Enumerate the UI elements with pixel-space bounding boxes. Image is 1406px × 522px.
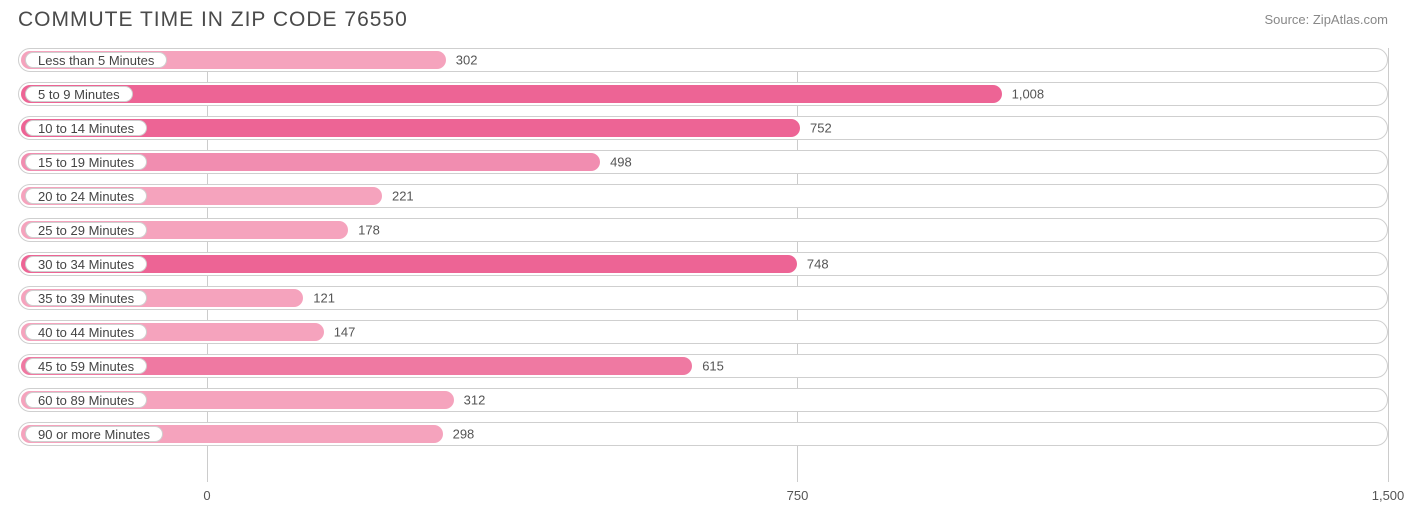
category-label-pill: Less than 5 Minutes [25, 52, 167, 68]
bar-row: Less than 5 Minutes 302 [18, 48, 1388, 72]
category-label-pill: 35 to 39 Minutes [25, 290, 147, 306]
bar-value-label: 615 [702, 359, 724, 374]
bar-row: 35 to 39 Minutes 121 [18, 286, 1388, 310]
bar-row: 20 to 24 Minutes 221 [18, 184, 1388, 208]
category-label-pill: 40 to 44 Minutes [25, 324, 147, 340]
bar-track: Less than 5 Minutes 302 [18, 48, 1388, 72]
bar-track: 20 to 24 Minutes 221 [18, 184, 1388, 208]
x-axis-tick-label: 1,500 [1372, 488, 1405, 503]
bar-row: 45 to 59 Minutes 615 [18, 354, 1388, 378]
bar-row: 40 to 44 Minutes 147 [18, 320, 1388, 344]
bar-track: 90 or more Minutes 298 [18, 422, 1388, 446]
bar-track: 45 to 59 Minutes 615 [18, 354, 1388, 378]
category-label-pill: 15 to 19 Minutes [25, 154, 147, 170]
bar-row: 90 or more Minutes 298 [18, 422, 1388, 446]
category-label-pill: 5 to 9 Minutes [25, 86, 133, 102]
category-label-pill: 90 or more Minutes [25, 426, 163, 442]
bar-value-label: 221 [392, 189, 414, 204]
bar-value-label: 312 [464, 393, 486, 408]
bar-value-label: 147 [334, 325, 356, 340]
bar-track: 30 to 34 Minutes 748 [18, 252, 1388, 276]
bar-row: 5 to 9 Minutes 1,008 [18, 82, 1388, 106]
chart-source: Source: ZipAtlas.com [1264, 12, 1388, 27]
bar-value-label: 302 [456, 53, 478, 68]
category-label-pill: 10 to 14 Minutes [25, 120, 147, 136]
x-axis-tick-label: 0 [203, 488, 210, 503]
bar-track: 5 to 9 Minutes 1,008 [18, 82, 1388, 106]
chart-title: COMMUTE TIME IN ZIP CODE 76550 [18, 8, 408, 32]
bar-value-label: 498 [610, 155, 632, 170]
bar-track: 10 to 14 Minutes 752 [18, 116, 1388, 140]
x-axis: 07501,500 [18, 488, 1388, 508]
bar-row: 60 to 89 Minutes 312 [18, 388, 1388, 412]
bar-track: 15 to 19 Minutes 498 [18, 150, 1388, 174]
x-axis-tick-label: 750 [787, 488, 809, 503]
bar-value-label: 298 [453, 427, 475, 442]
commute-time-chart: COMMUTE TIME IN ZIP CODE 76550 Source: Z… [0, 0, 1406, 522]
category-label-pill: 20 to 24 Minutes [25, 188, 147, 204]
gridline [1388, 48, 1389, 482]
category-label-pill: 60 to 89 Minutes [25, 392, 147, 408]
bar-row: 25 to 29 Minutes 178 [18, 218, 1388, 242]
bar-track: 40 to 44 Minutes 147 [18, 320, 1388, 344]
category-label-pill: 25 to 29 Minutes [25, 222, 147, 238]
bar-track: 25 to 29 Minutes 178 [18, 218, 1388, 242]
bar-fill [21, 85, 1002, 103]
bar-value-label: 121 [313, 291, 335, 306]
bar-value-label: 1,008 [1012, 87, 1045, 102]
bar-row: 15 to 19 Minutes 498 [18, 150, 1388, 174]
bar-row: 30 to 34 Minutes 748 [18, 252, 1388, 276]
bar-track: 60 to 89 Minutes 312 [18, 388, 1388, 412]
bar-value-label: 748 [807, 257, 829, 272]
bar-value-label: 752 [810, 121, 832, 136]
bar-track: 35 to 39 Minutes 121 [18, 286, 1388, 310]
category-label-pill: 45 to 59 Minutes [25, 358, 147, 374]
bar-value-label: 178 [358, 223, 380, 238]
bar-row: 10 to 14 Minutes 752 [18, 116, 1388, 140]
plot-area: Less than 5 Minutes 302 5 to 9 Minutes 1,00… [18, 48, 1388, 482]
category-label-pill: 30 to 34 Minutes [25, 256, 147, 272]
